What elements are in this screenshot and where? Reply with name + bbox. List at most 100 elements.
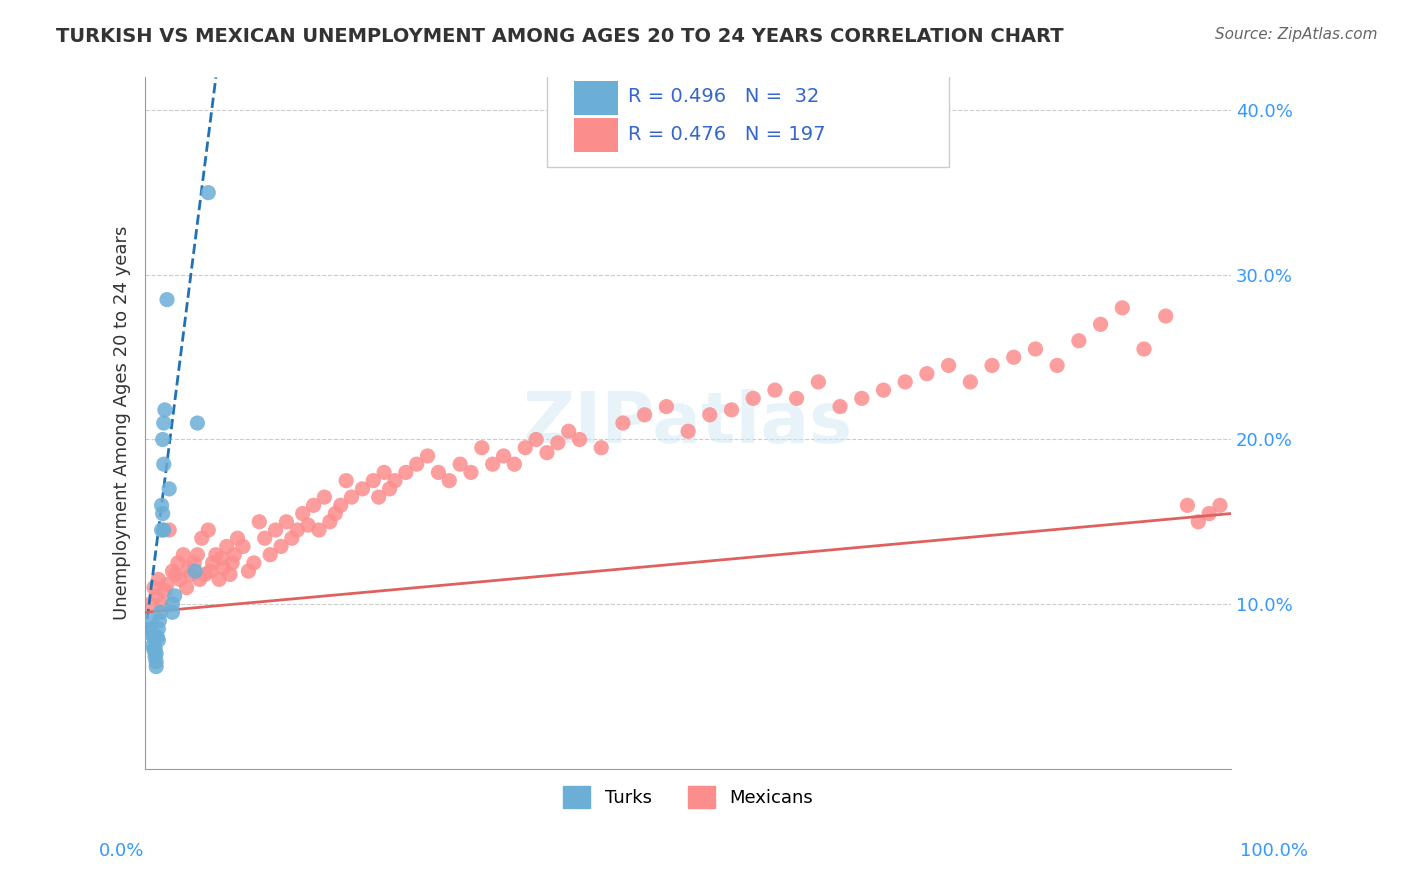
Point [591, 441, 613, 455]
Point [186, 416, 208, 430]
Point [152, 457, 174, 471]
Point [1209, 499, 1232, 513]
Point [153, 403, 176, 417]
Point [153, 583, 176, 598]
Point [340, 490, 363, 504]
Point [568, 433, 591, 447]
Point [163, 589, 186, 603]
Point [676, 424, 699, 438]
Point [302, 499, 325, 513]
Point [139, 597, 162, 611]
Point [720, 403, 742, 417]
Point [194, 567, 217, 582]
Point [405, 457, 427, 471]
Point [156, 577, 179, 591]
Point [285, 523, 308, 537]
Point [786, 392, 808, 406]
Point [169, 573, 191, 587]
Point [1002, 350, 1025, 364]
Point [515, 441, 537, 455]
Point [612, 416, 634, 430]
Point [167, 556, 190, 570]
Point [186, 548, 208, 562]
Point [145, 589, 167, 603]
Point [416, 449, 439, 463]
Point [959, 375, 981, 389]
Point [335, 474, 357, 488]
Point [367, 490, 389, 504]
Point [145, 659, 167, 673]
Point [524, 433, 547, 447]
Point [378, 482, 401, 496]
Point [176, 581, 198, 595]
Point [152, 507, 174, 521]
Point [149, 605, 172, 619]
Point [427, 466, 450, 480]
Point [184, 564, 207, 578]
Point [180, 567, 202, 582]
Point [226, 531, 249, 545]
Point [148, 633, 170, 648]
Point [143, 641, 166, 656]
Point [329, 499, 352, 513]
Text: TURKISH VS MEXICAN UNEMPLOYMENT AMONG AGES 20 TO 24 YEARS CORRELATION CHART: TURKISH VS MEXICAN UNEMPLOYMENT AMONG AG… [56, 27, 1064, 45]
Point [449, 457, 471, 471]
Point [152, 416, 174, 430]
Point [699, 408, 721, 422]
Point [253, 531, 276, 545]
Point [1024, 342, 1046, 356]
Point [276, 515, 298, 529]
Point [143, 649, 166, 664]
FancyBboxPatch shape [574, 81, 617, 115]
Point [1154, 309, 1177, 323]
Point [232, 540, 254, 554]
Point [143, 630, 166, 644]
Point [142, 638, 165, 652]
Point [938, 359, 960, 373]
Point [146, 630, 169, 644]
Point [143, 581, 166, 595]
Point [247, 515, 270, 529]
Text: 0.0%: 0.0% [98, 842, 143, 860]
Point [145, 647, 167, 661]
Point [157, 523, 180, 537]
Point [894, 375, 917, 389]
Point [157, 482, 180, 496]
Point [139, 614, 162, 628]
Point [139, 626, 162, 640]
Point [221, 556, 243, 570]
Point [139, 622, 162, 636]
Point [148, 614, 170, 628]
Point [1133, 342, 1156, 356]
Point [1177, 499, 1199, 513]
Point [481, 457, 503, 471]
FancyBboxPatch shape [547, 63, 949, 168]
Point [190, 531, 212, 545]
Point [1046, 359, 1069, 373]
Point [981, 359, 1004, 373]
Point [492, 449, 515, 463]
Point [319, 515, 342, 529]
Point [224, 548, 246, 562]
Point [156, 293, 179, 307]
Point [148, 622, 170, 636]
Point [150, 523, 173, 537]
Point [395, 466, 418, 480]
Point [872, 383, 894, 397]
Point [148, 573, 170, 587]
Point [165, 567, 187, 582]
Point [205, 548, 228, 562]
Point [1198, 507, 1220, 521]
Point [557, 424, 579, 438]
Point [439, 474, 461, 488]
Point [281, 531, 304, 545]
Point [763, 383, 786, 397]
Text: R = 0.496   N =  32: R = 0.496 N = 32 [628, 87, 820, 106]
Text: Source: ZipAtlas.com: Source: ZipAtlas.com [1215, 27, 1378, 42]
Point [152, 523, 174, 537]
Point [634, 408, 657, 422]
Text: ZIPatlas: ZIPatlas [523, 389, 853, 458]
Point [162, 605, 184, 619]
Point [215, 540, 238, 554]
Point [384, 474, 406, 488]
